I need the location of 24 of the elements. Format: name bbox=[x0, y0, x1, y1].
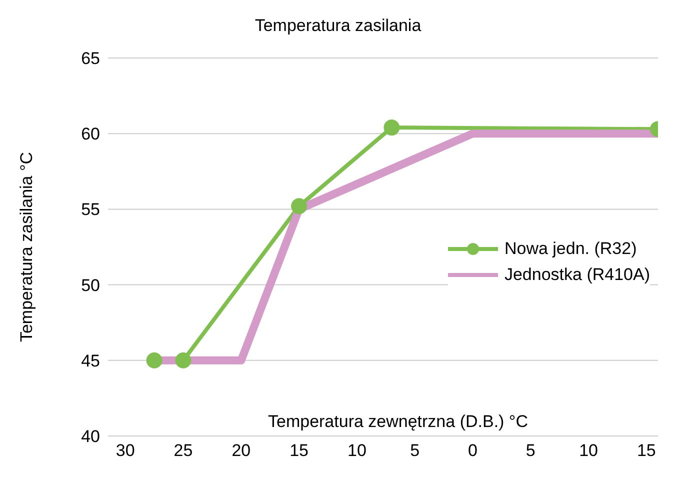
x-tick-label: 15 bbox=[636, 441, 656, 460]
x-tick-label: 20 bbox=[232, 441, 251, 460]
legend-label: Nowa jedn. (R32) bbox=[504, 239, 637, 259]
x-tick-label: 30 bbox=[116, 441, 135, 460]
y-tick-label: 45 bbox=[81, 351, 100, 370]
x-tick-label: 10 bbox=[347, 441, 366, 460]
y-tick-label: 50 bbox=[81, 276, 100, 295]
chart-title: Temperatura zasilania bbox=[254, 16, 422, 36]
x-tick-label: 5 bbox=[526, 441, 536, 460]
y-tick-label: 55 bbox=[81, 200, 100, 220]
point bbox=[175, 352, 192, 368]
legend-label: Jednostka (R410A) bbox=[504, 265, 650, 285]
y-tick-label: 40 bbox=[81, 427, 100, 446]
y-axis-title: Temperatura zasilania °C bbox=[17, 152, 36, 342]
x-tick-label: 15 bbox=[290, 441, 309, 460]
x-tick-label: 0 bbox=[468, 441, 478, 460]
y-tick-label: 65 bbox=[81, 49, 100, 68]
point bbox=[291, 198, 308, 214]
x-tick-label: 10 bbox=[579, 441, 598, 460]
y-tick-label: 60 bbox=[81, 124, 100, 144]
x-axis-title: Temperatura zewnętrzna (D.B.) °C bbox=[267, 412, 529, 432]
x-tick-label: 25 bbox=[174, 441, 193, 460]
x-tick-label: 5 bbox=[410, 441, 420, 460]
point bbox=[146, 352, 162, 368]
